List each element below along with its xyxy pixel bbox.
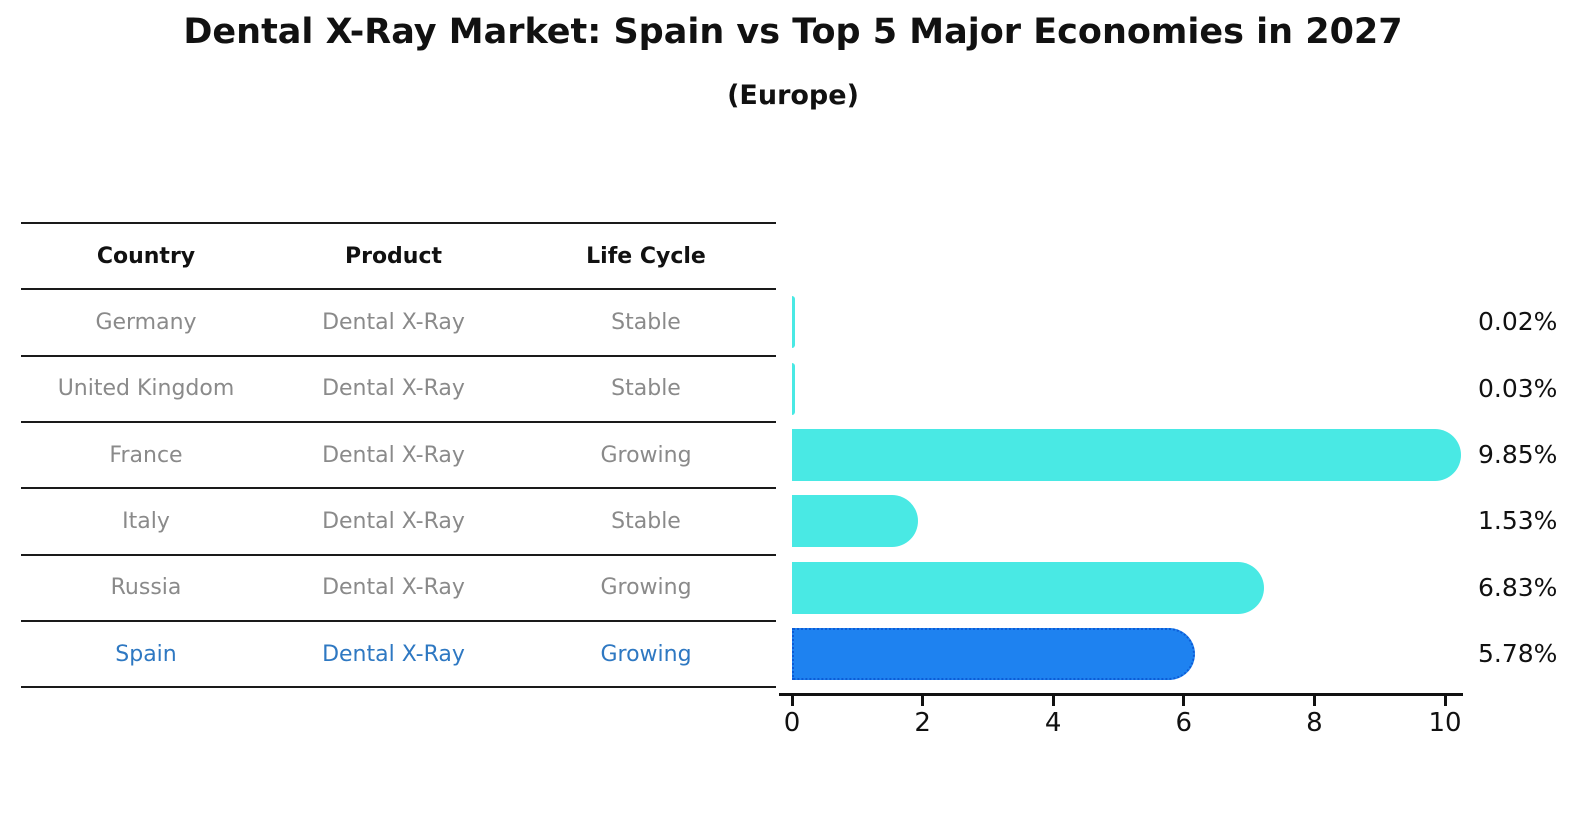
country-cell: Spain: [115, 641, 177, 667]
table-row-spain: Spain Dental X-Ray Growing: [21, 620, 776, 686]
table-row-russia: Russia Dental X-Ray Growing: [21, 553, 776, 620]
bar-value-label-france: 9.85%: [1478, 439, 1558, 469]
life-cycle-cell: Growing: [600, 575, 692, 601]
bar-russia: [792, 561, 1264, 614]
product-cell: Dental X-Ray: [322, 641, 465, 667]
product-cell: Dental X-Ray: [322, 442, 465, 468]
country-table: Country Product Life Cycle Germany Denta…: [21, 222, 776, 689]
product-cell: Dental X-Ray: [322, 376, 465, 402]
bar-united-kingdom: [792, 362, 795, 415]
life-cycle-cell: Stable: [611, 310, 681, 336]
table-header-row: Country Product Life Cycle: [21, 222, 776, 288]
country-cell: France: [109, 442, 183, 468]
bar-value-label-germany: 0.02%: [1478, 307, 1558, 337]
life-cycle-cell: Stable: [611, 376, 681, 402]
x-axis-tick-label: 10: [1428, 708, 1462, 738]
country-cell: United Kingdom: [57, 376, 235, 402]
country-cell: Italy: [122, 509, 170, 535]
country-cell: Russia: [110, 575, 182, 601]
product-cell: Dental X-Ray: [322, 310, 465, 336]
bar-italy: [792, 495, 918, 548]
product-cell: Dental X-Ray: [322, 509, 465, 535]
table-row-france: France Dental X-Ray Growing: [21, 421, 776, 487]
bar-value-label-russia: 6.83%: [1478, 572, 1558, 602]
header-country: Country: [96, 243, 196, 269]
x-axis-tick-label: 4: [1044, 708, 1062, 738]
x-axis-tick-label: 2: [914, 708, 931, 738]
bar-france: [792, 428, 1462, 481]
product-cell: Dental X-Ray: [322, 575, 465, 601]
x-axis-tick-label: 0: [783, 708, 801, 738]
life-cycle-cell: Stable: [611, 509, 681, 535]
life-cycle-cell: Growing: [600, 442, 692, 468]
bar-value-label-italy: 1.53%: [1478, 506, 1558, 536]
chart-subtitle: (Europe): [727, 80, 859, 111]
chart-title: Dental X-Ray Market: Spain vs Top 5 Majo…: [183, 12, 1403, 52]
table-row-germany: Germany Dental X-Ray Stable: [21, 288, 776, 354]
header-life-cycle: Life Cycle: [586, 243, 706, 269]
x-axis-spine: [779, 693, 1463, 696]
life-cycle-cell: Growing: [600, 641, 692, 667]
x-axis-tick-label: 6: [1175, 708, 1193, 738]
bar-germany: [792, 296, 795, 349]
x-axis-tick-label: 8: [1306, 708, 1323, 738]
bar-value-label-spain: 5.78%: [1478, 638, 1558, 668]
header-product: Product: [344, 243, 443, 269]
bar-value-label-united-kingdom: 0.03%: [1478, 373, 1558, 403]
country-cell: Germany: [95, 310, 197, 336]
table-row-united-kingdom: United Kingdom Dental X-Ray Stable: [21, 354, 776, 421]
table-row-italy: Italy Dental X-Ray Stable: [21, 487, 776, 553]
bar-spain: [792, 627, 1196, 680]
